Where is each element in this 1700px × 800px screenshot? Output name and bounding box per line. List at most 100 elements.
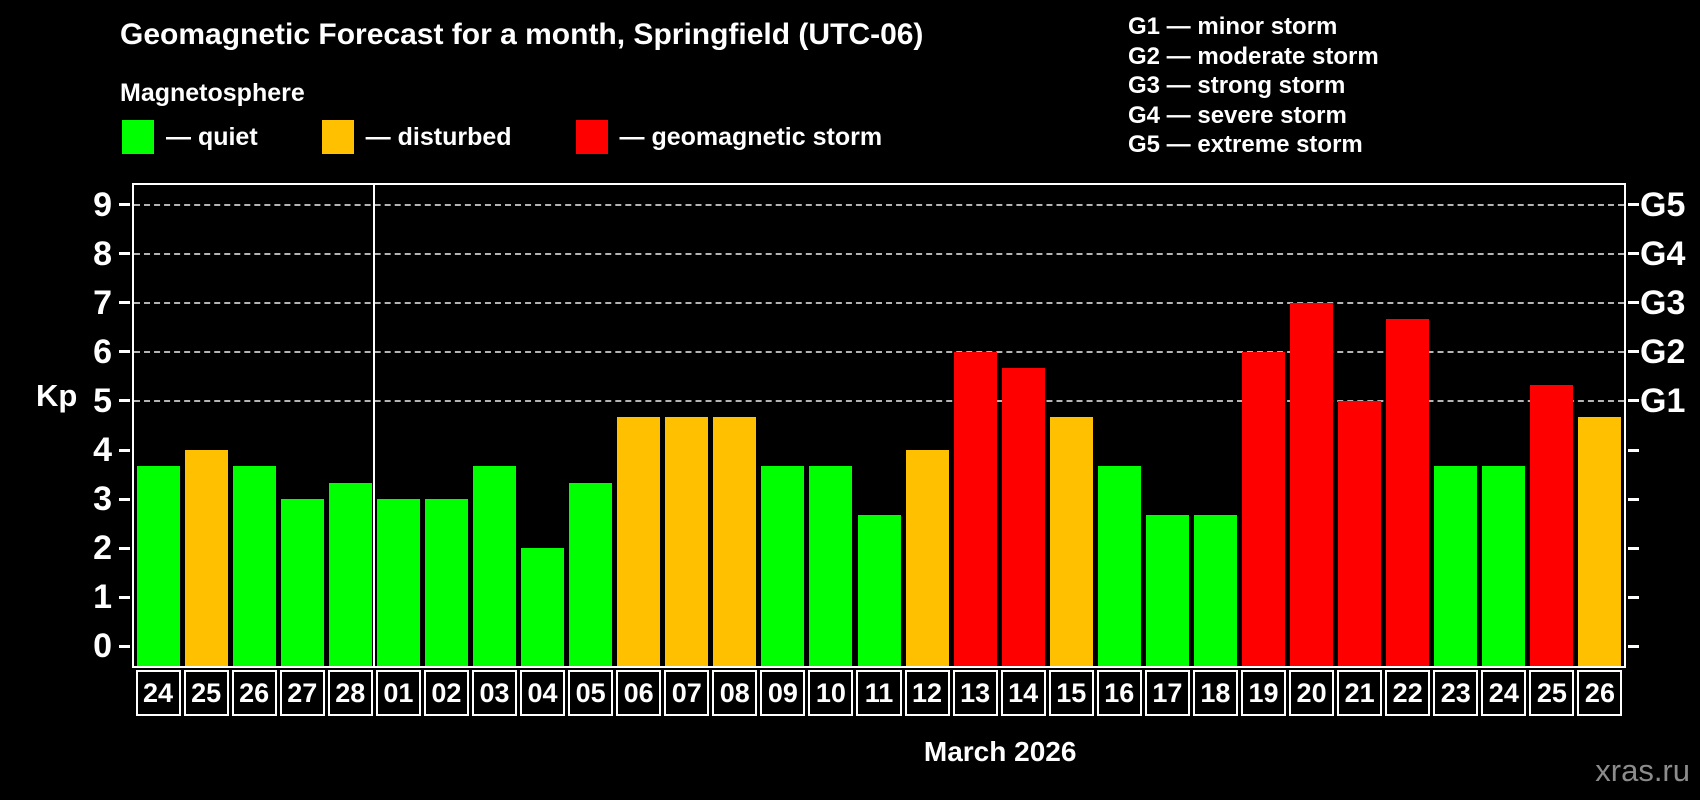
date-cell-22: 22 xyxy=(1385,670,1431,716)
g-scale-legend-line: G4 — severe storm xyxy=(1128,101,1347,129)
y-tick-label-2: 2 xyxy=(93,529,112,568)
date-cell-25: 25 xyxy=(183,670,229,716)
right-tick-kp8 xyxy=(1628,252,1639,256)
legend-item-label: — quiet xyxy=(166,122,258,151)
right-tick-kp9 xyxy=(1628,203,1639,207)
right-tick-kp3 xyxy=(1628,497,1639,501)
date-cell-04: 04 xyxy=(520,670,566,716)
kp-bar-day-23 xyxy=(1434,466,1478,666)
legend-item-disturbed: — disturbed xyxy=(321,120,512,154)
gridline-kp5 xyxy=(134,399,1624,402)
right-tick-kp1 xyxy=(1628,595,1639,599)
kp-bar-day-24 xyxy=(136,466,180,666)
kp-bar-day-11 xyxy=(857,515,901,666)
date-cell-24: 24 xyxy=(1481,670,1527,716)
right-tick-kp5 xyxy=(1628,399,1639,403)
storm-swatch xyxy=(575,120,608,154)
left-tick-kp3 xyxy=(119,497,130,501)
plot-area xyxy=(119,183,1639,668)
date-cell-19: 19 xyxy=(1240,670,1287,716)
chart-title: Geomagnetic Forecast for a month, Spring… xyxy=(120,18,924,51)
gridline-kp7 xyxy=(134,301,1624,304)
gridline-kp8 xyxy=(134,252,1624,255)
kp-bar-day-10 xyxy=(809,466,853,666)
kp-bar-day-09 xyxy=(761,466,805,666)
date-cell-13: 13 xyxy=(952,670,998,716)
y-tick-label-4: 4 xyxy=(93,431,112,470)
right-axis-label-G2: G2 xyxy=(1640,332,1686,371)
quiet-swatch xyxy=(122,120,154,154)
kp-bar-day-08 xyxy=(713,417,757,666)
kp-bar-day-16 xyxy=(1097,466,1141,666)
g-scale-legend-line: G2 — moderate storm xyxy=(1128,42,1379,70)
date-cell-17: 17 xyxy=(1144,670,1190,716)
y-tick-label-5: 5 xyxy=(93,381,112,420)
legend-item-label: — disturbed xyxy=(365,122,512,151)
date-cell-25: 25 xyxy=(1529,670,1575,716)
kp-bar-day-24 xyxy=(1482,466,1526,666)
date-cell-27: 27 xyxy=(279,670,325,716)
right-tick-kp0 xyxy=(1628,644,1639,648)
kp-bar-day-13 xyxy=(953,351,997,666)
date-cell-05: 05 xyxy=(568,670,614,716)
y-axis-title: Kp xyxy=(36,378,78,413)
status-legend: — quiet — disturbed — geomagnetic storm xyxy=(122,120,882,154)
left-tick-kp4 xyxy=(119,448,130,452)
y-tick-label-3: 3 xyxy=(93,480,112,519)
date-cell-06: 06 xyxy=(616,670,662,716)
y-tick-label-8: 8 xyxy=(93,234,112,273)
right-tick-kp4 xyxy=(1628,448,1639,452)
kp-bar-day-26 xyxy=(1578,417,1622,666)
date-cell-23: 23 xyxy=(1433,670,1479,716)
legend-item-storm: — geomagnetic storm xyxy=(575,120,882,154)
date-cell-02: 02 xyxy=(423,670,469,716)
date-cell-15: 15 xyxy=(1048,670,1094,716)
y-tick-label-7: 7 xyxy=(93,283,112,322)
g-scale-legend: G1 — minor storm G2 — moderate storm G3 — … xyxy=(1128,12,1379,160)
kp-bar-day-12 xyxy=(905,450,949,666)
watermark: xras.ru xyxy=(1595,753,1690,788)
kp-bar-day-15 xyxy=(1049,417,1093,666)
g-scale-legend-line: G1 — minor storm xyxy=(1128,13,1338,40)
gridline-kp6 xyxy=(134,350,1624,353)
kp-bar-day-06 xyxy=(617,417,661,666)
date-cell-26: 26 xyxy=(1577,670,1623,716)
left-tick-kp6 xyxy=(119,350,130,354)
kp-bar-day-22 xyxy=(1386,319,1430,666)
right-axis-label-G5: G5 xyxy=(1640,185,1686,224)
date-cell-16: 16 xyxy=(1096,670,1142,716)
kp-bar-day-26 xyxy=(232,466,276,666)
kp-bar-day-17 xyxy=(1145,515,1189,666)
left-tick-kp1 xyxy=(119,595,130,599)
y-tick-label-9: 9 xyxy=(93,185,112,224)
date-cell-18: 18 xyxy=(1192,670,1238,716)
date-cell-12: 12 xyxy=(904,670,950,716)
kp-bar-day-25 xyxy=(1530,384,1574,666)
kp-bar-day-03 xyxy=(472,466,516,666)
kp-bar-day-18 xyxy=(1193,515,1237,666)
kp-bar-day-19 xyxy=(1242,351,1286,666)
date-cell-20: 20 xyxy=(1289,670,1335,716)
kp-bar-day-05 xyxy=(569,482,613,666)
kp-bar-day-21 xyxy=(1338,400,1382,666)
left-tick-kp7 xyxy=(119,301,130,305)
date-cell-08: 08 xyxy=(712,670,758,716)
left-tick-kp2 xyxy=(119,546,130,550)
date-cell-03: 03 xyxy=(471,670,517,716)
right-axis-label-G4: G4 xyxy=(1640,234,1686,273)
date-cell-14: 14 xyxy=(1000,670,1046,716)
gridline-kp9 xyxy=(134,203,1624,206)
right-axis-label-G3: G3 xyxy=(1640,283,1686,322)
date-cell-28: 28 xyxy=(327,670,373,716)
kp-bar-day-20 xyxy=(1290,302,1334,666)
kp-bar-day-01 xyxy=(376,499,420,666)
right-tick-kp7 xyxy=(1628,301,1639,305)
date-cell-21: 21 xyxy=(1337,670,1383,716)
month-divider-line xyxy=(373,185,376,666)
y-tick-label-6: 6 xyxy=(93,332,112,371)
kp-bar-day-25 xyxy=(184,450,228,666)
kp-bar-day-07 xyxy=(665,417,709,666)
date-cell-07: 07 xyxy=(664,670,710,716)
kp-bar-day-28 xyxy=(328,482,372,666)
